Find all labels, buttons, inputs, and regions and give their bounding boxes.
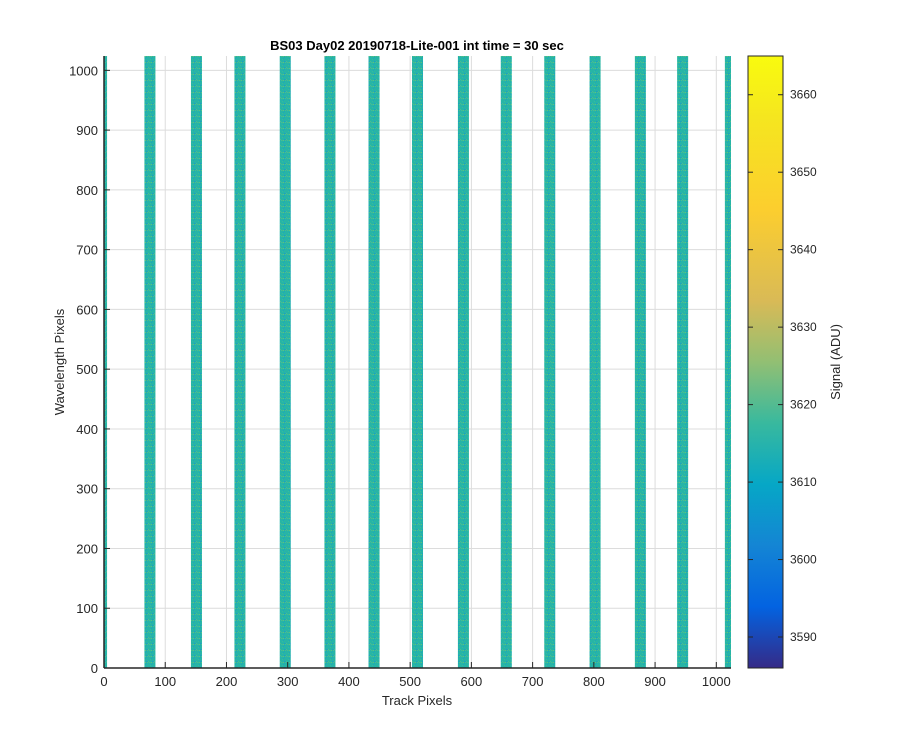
y-axis-ticks: 0 100 200 300 400 500 600 700 800 900 1000 bbox=[69, 63, 110, 676]
y-tick-label: 900 bbox=[76, 123, 98, 138]
colorbar-tick-label: 3620 bbox=[790, 398, 817, 412]
x-tick-label: 400 bbox=[338, 674, 360, 689]
axes-frame bbox=[103, 56, 731, 669]
y-tick-label: 700 bbox=[76, 243, 98, 258]
signal-track bbox=[677, 56, 689, 668]
x-tick-label: 900 bbox=[644, 674, 666, 689]
colorbar-tick-label: 3640 bbox=[790, 243, 817, 257]
y-tick-label: 0 bbox=[91, 661, 98, 676]
x-tick-label: 300 bbox=[277, 674, 299, 689]
signal-track bbox=[544, 56, 556, 668]
signal-track bbox=[368, 56, 380, 668]
colorbar-tick-label: 3600 bbox=[790, 553, 817, 567]
y-tick-label: 200 bbox=[76, 541, 98, 556]
signal-track bbox=[234, 56, 246, 668]
y-tick-label: 600 bbox=[76, 302, 98, 317]
signal-track bbox=[500, 56, 512, 668]
colorbar-tick-label: 3590 bbox=[790, 630, 817, 644]
colorbar-tick-label: 3630 bbox=[790, 320, 817, 334]
y-tick-label: 100 bbox=[76, 601, 98, 616]
y-axis-label: Wavelength Pixels bbox=[52, 308, 67, 415]
colorbar-gradient bbox=[747, 55, 784, 669]
y-tick-label: 400 bbox=[76, 422, 98, 437]
x-axis-label: Track Pixels bbox=[382, 693, 453, 708]
colorbar-label: Signal (ADU) bbox=[828, 324, 843, 400]
x-tick-label: 500 bbox=[399, 674, 421, 689]
signal-tracks bbox=[104, 56, 731, 668]
colorbar: 3590 3600 3610 3620 3630 3640 3650 3660 Signal … bbox=[747, 55, 843, 669]
signal-track bbox=[411, 56, 424, 668]
signal-track bbox=[144, 56, 156, 668]
signal-track bbox=[324, 56, 336, 668]
x-tick-label: 0 bbox=[100, 674, 107, 689]
signal-track bbox=[589, 56, 601, 668]
y-tick-label: 300 bbox=[76, 482, 98, 497]
x-tick-label: 100 bbox=[154, 674, 176, 689]
x-axis-ticks: 0 100 200 300 400 500 600 700 800 900 1000 bbox=[100, 662, 731, 689]
y-tick-label: 1000 bbox=[69, 63, 98, 78]
signal-track bbox=[724, 56, 731, 668]
y-tick-label: 500 bbox=[76, 362, 98, 377]
colorbar-ticks: 3590 3600 3610 3620 3630 3640 3650 3660 bbox=[748, 88, 817, 644]
colorbar-tick-label: 3650 bbox=[790, 165, 817, 179]
x-tick-label: 600 bbox=[461, 674, 483, 689]
x-tick-label: 200 bbox=[216, 674, 238, 689]
chart-title: BS03 Day02 20190718-Lite-001 int time = … bbox=[270, 38, 564, 53]
x-tick-label: 700 bbox=[522, 674, 544, 689]
y-tick-label: 800 bbox=[76, 183, 98, 198]
x-tick-label: 800 bbox=[583, 674, 605, 689]
signal-track bbox=[104, 56, 108, 668]
colorbar-tick-label: 3660 bbox=[790, 88, 817, 102]
colorbar-tick-label: 3610 bbox=[790, 475, 817, 489]
signal-track bbox=[457, 56, 469, 668]
signal-track bbox=[279, 56, 291, 668]
signal-track bbox=[634, 56, 646, 668]
signal-track bbox=[190, 56, 202, 668]
x-tick-label: 1000 bbox=[702, 674, 731, 689]
